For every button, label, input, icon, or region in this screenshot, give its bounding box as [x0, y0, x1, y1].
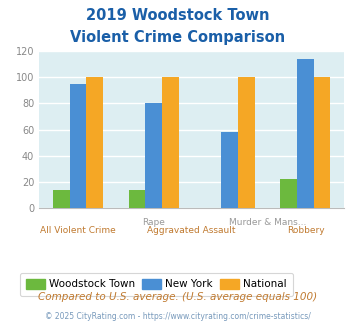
Text: Aggravated Assault: Aggravated Assault [147, 226, 236, 235]
Bar [314, 77, 331, 208]
Text: © 2025 CityRating.com - https://www.cityrating.com/crime-statistics/: © 2025 CityRating.com - https://www.city… [45, 312, 310, 321]
Bar [53, 190, 70, 208]
Text: Compared to U.S. average. (U.S. average equals 100): Compared to U.S. average. (U.S. average … [38, 292, 317, 302]
Text: Murder & Mans...: Murder & Mans... [229, 218, 306, 227]
Legend: Woodstock Town, New York, National: Woodstock Town, New York, National [20, 273, 293, 296]
Bar [238, 77, 255, 208]
Bar [280, 179, 297, 208]
Bar [146, 103, 162, 208]
Bar [221, 132, 238, 208]
Bar [162, 77, 179, 208]
Text: Violent Crime Comparison: Violent Crime Comparison [70, 30, 285, 45]
Text: Rape: Rape [142, 218, 165, 227]
Text: Robbery: Robbery [286, 226, 324, 235]
Bar [70, 84, 86, 208]
Text: All Violent Crime: All Violent Crime [40, 226, 116, 235]
Bar [129, 190, 146, 208]
Bar [86, 77, 103, 208]
Bar [297, 59, 314, 208]
Text: 2019 Woodstock Town: 2019 Woodstock Town [86, 8, 269, 23]
